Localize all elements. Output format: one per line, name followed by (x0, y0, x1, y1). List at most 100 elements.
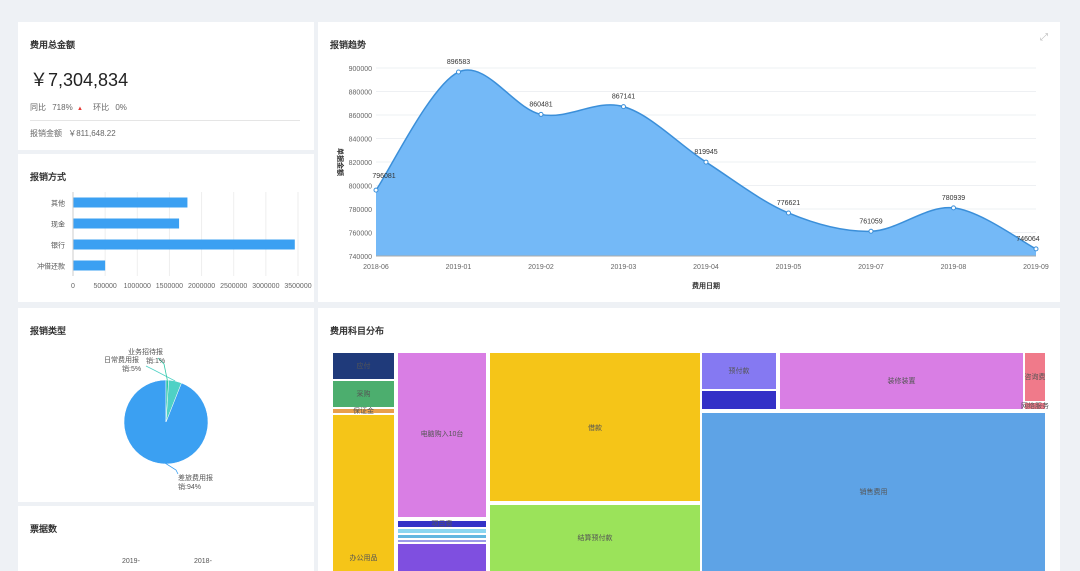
treemap-cell[interactable] (332, 352, 395, 380)
treemap-cell-label: 电脑购入10台 (420, 431, 464, 438)
treemap-cell-label: 结算预付款 (577, 535, 613, 542)
label-line (145, 365, 176, 382)
yoy-row: 同比 718% ▲ 环比 0% (30, 102, 127, 113)
treemap-cell-label: 咨询费 (1024, 374, 1046, 381)
up-arrow-icon: ▲ (76, 106, 83, 112)
treemap-cell-label: 办公用品 (349, 555, 378, 562)
x-tick-label: 2000000 (188, 283, 215, 290)
y-axis-title: 单据金额 (336, 148, 345, 176)
ticket-count-title: 票据数 (30, 524, 58, 534)
slice-label: 差旅费用报 (178, 473, 213, 482)
treemap-cell[interactable] (397, 352, 487, 518)
treemap-cell-label: 装修装置 (887, 378, 916, 385)
reimb-trend-card: 报销趋势 ⤢ 740000 760000 780000 800000 820000 840… (318, 22, 1060, 302)
pie-slice (165, 379, 169, 423)
x-tick-label: 1000000 (124, 283, 151, 290)
treemap-cell[interactable] (397, 534, 487, 539)
data-point (951, 205, 956, 211)
data-point (456, 69, 461, 75)
data-label: 819945 (694, 149, 717, 156)
x-tick-label: 2019-01 (446, 264, 472, 271)
category-label: 现金 (51, 220, 65, 229)
subject-treemap: 应付 采购 保证金 办公用品 电脑购入10台 借款 结算预付款 预付款 装修装置 咨询费 网络服务销… (332, 352, 1049, 571)
x-tick-label: 2018-06 (363, 264, 389, 271)
data-label: 796081 (372, 173, 395, 180)
data-point (703, 159, 709, 165)
y-tick-label: 800000 (349, 184, 372, 191)
reimb-method-chart: 0 500000 1000000 1500000 2000000 2500000 30000… (37, 192, 312, 290)
treemap-cell[interactable] (701, 390, 777, 410)
data-label: 761059 (859, 218, 882, 225)
treemap-cell[interactable] (332, 414, 395, 571)
reimb-label: 报销金额 (30, 129, 62, 138)
divider (30, 120, 300, 121)
ticket-label-2019: 2019- (122, 558, 140, 565)
treemap-cell[interactable] (397, 543, 487, 571)
mom-label: 环比 (93, 103, 110, 112)
reimb-trend-chart: 740000 760000 780000 800000 820000 840000 8600… (336, 59, 1049, 290)
yoy-value: 718% (52, 103, 73, 112)
bar (73, 197, 188, 208)
reimb-row: 报销金额 ￥811,648.22 (30, 128, 116, 139)
treemap-cell[interactable] (779, 352, 1024, 410)
treemap-cell[interactable] (397, 520, 487, 528)
x-tick-label: 0 (71, 283, 75, 290)
treemap-cell[interactable] (397, 539, 487, 543)
treemap-cell-label: 网络服务 (1021, 403, 1049, 410)
y-tick-label: 840000 (349, 137, 372, 144)
reimb-method-card: 报销方式 0 500000 1000000 1500000 2000000 2500000… (18, 154, 314, 302)
treemap-cell[interactable] (397, 528, 487, 534)
treemap-cell[interactable] (701, 412, 1046, 571)
data-label: 896583 (447, 59, 470, 66)
treemap-cell-label: 销售费用 (859, 489, 888, 496)
y-tick-label: 780000 (349, 207, 372, 214)
x-tick-label: 2019-08 (941, 264, 967, 271)
slice-label: 业务招待报 (128, 347, 163, 356)
bar (73, 239, 295, 250)
x-tick-label: 2019-07 (858, 264, 884, 271)
data-label: 860481 (529, 101, 552, 108)
y-tick-label: 740000 (349, 254, 372, 261)
y-tick-label: 900000 (349, 66, 372, 73)
treemap-cell[interactable] (1024, 402, 1046, 410)
data-label: 867141 (612, 94, 635, 101)
x-tick-label: 2019-05 (776, 264, 802, 271)
y-tick-label: 820000 (349, 160, 372, 167)
treemap-cell[interactable] (332, 380, 395, 408)
total-amount-title: 费用总金额 (30, 40, 76, 50)
treemap-cell[interactable] (1024, 352, 1046, 402)
slice-label: 销:94% (178, 482, 201, 491)
data-point (538, 111, 544, 117)
x-tick-label: 2500000 (220, 283, 247, 290)
x-tick-label: 3500000 (284, 283, 311, 290)
area-line (375, 69, 1037, 250)
treemap-cell-label: 保证金 (353, 408, 374, 415)
data-point (786, 210, 791, 216)
total-amount-card: 费用总金额 ￥7,304,834 同比 718% ▲ 环比 0% 报销金额 ￥8… (18, 22, 314, 150)
subject-distribution-card: 费用科目分布 应付 采购 保证金 办公用品 电脑购入10台 借款 结算预付款 预付款 装修装置 咨… (318, 308, 1060, 571)
treemap-cell-label: 应付 (356, 363, 371, 370)
bar (73, 260, 106, 271)
treemap-cell-label: 项目费 (431, 521, 453, 528)
data-point (373, 187, 379, 193)
treemap-cell[interactable] (489, 352, 701, 502)
data-point (621, 104, 626, 110)
slice-label: 日常费用报 (104, 355, 139, 364)
x-tick-label: 2019-02 (528, 264, 554, 271)
treemap-cell[interactable] (489, 504, 701, 571)
treemap-cell[interactable] (701, 352, 777, 390)
x-tick-label: 3000000 (252, 283, 279, 290)
treemap-cell-label: 预付款 (728, 368, 750, 375)
treemap-cell-label: 采购 (356, 391, 371, 398)
data-label: 780939 (942, 195, 965, 202)
reimb-type-card: 报销类型 差旅费用报 销:94% 日常费用报 销:5% 业务招待报 销:1% (18, 308, 314, 502)
ticket-label-2018: 2018- (194, 558, 212, 565)
expand-icon[interactable]: ⤢ (1040, 32, 1048, 43)
reimb-value: ￥811,648.22 (68, 129, 116, 138)
mom-value: 0% (115, 103, 127, 112)
treemap-cell[interactable] (332, 408, 395, 414)
y-tick-label: 860000 (349, 113, 372, 120)
label-line (158, 458, 179, 475)
data-point (868, 228, 874, 234)
